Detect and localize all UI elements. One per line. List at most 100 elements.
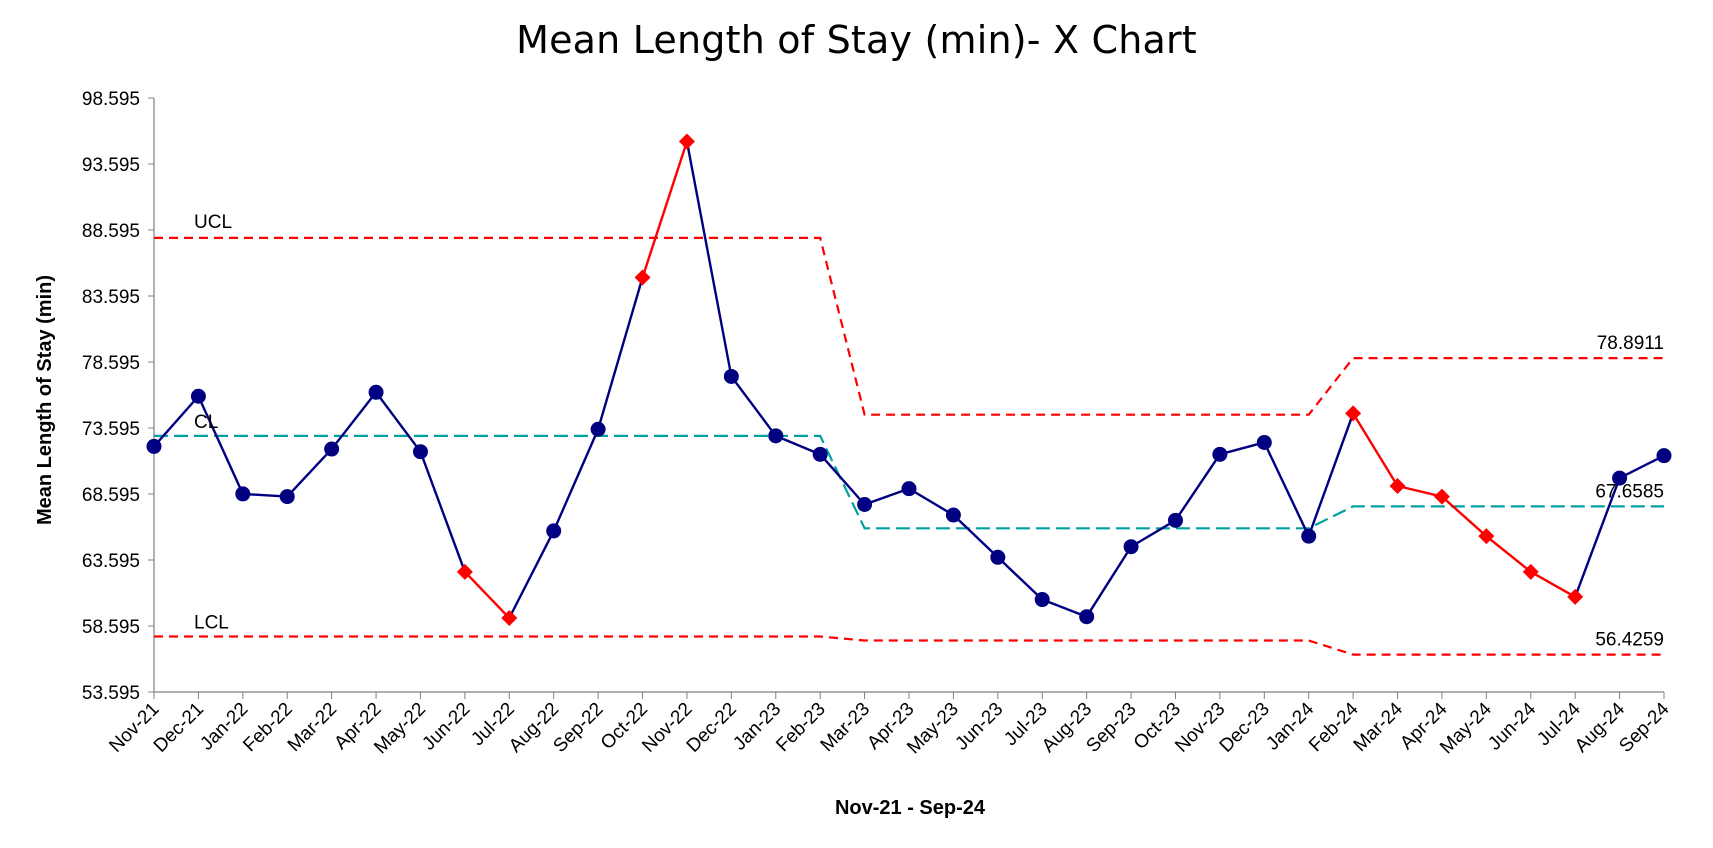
data-point bbox=[190, 388, 206, 404]
signal-point bbox=[501, 610, 518, 627]
data-point bbox=[1079, 609, 1095, 625]
series-segment bbox=[908, 487, 955, 517]
x-tick-label: Sep-22 bbox=[549, 699, 607, 757]
lcl-label: LCL bbox=[194, 612, 229, 633]
series-segment bbox=[864, 487, 910, 506]
x-tick-label: Jun-23 bbox=[951, 699, 1007, 755]
signal-point bbox=[1389, 478, 1406, 495]
signal-point bbox=[456, 563, 473, 580]
ucl-label: UCL bbox=[194, 212, 232, 233]
line-labels: UCL CL LCL 78.8911 67.6585 56.4259 bbox=[194, 212, 1664, 651]
series-segment bbox=[1085, 546, 1133, 618]
series-segment bbox=[1130, 519, 1177, 548]
signal-point bbox=[1433, 488, 1450, 505]
series-segment bbox=[641, 141, 689, 278]
series-segment bbox=[1619, 454, 1665, 480]
signal-point bbox=[634, 269, 651, 286]
measurement-series bbox=[146, 133, 1672, 627]
series-segment bbox=[1441, 495, 1488, 538]
x-tick-label: Jun-22 bbox=[418, 699, 474, 755]
lcl-value-label: 56.4259 bbox=[1595, 630, 1664, 651]
data-point bbox=[1656, 448, 1672, 464]
data-point bbox=[1612, 470, 1628, 486]
x-tick-label: Feb-23 bbox=[772, 699, 829, 756]
series-segment bbox=[819, 453, 866, 506]
series-segment bbox=[1352, 412, 1399, 487]
x-tick-label: Sep-24 bbox=[1615, 698, 1673, 756]
data-point bbox=[1167, 512, 1183, 528]
series-segment bbox=[508, 530, 555, 619]
series-segment bbox=[775, 434, 821, 456]
chart-title: Mean Length of Stay (min)- X Chart bbox=[516, 18, 1197, 62]
series-segment bbox=[996, 556, 1044, 601]
data-point bbox=[990, 549, 1006, 565]
x-tick-label: Sep-23 bbox=[1082, 699, 1140, 757]
series-segment bbox=[197, 395, 244, 495]
signal-point bbox=[1345, 405, 1362, 422]
ucl-line bbox=[154, 236, 1664, 416]
lcl-line bbox=[154, 635, 1664, 656]
y-tick-label: 88.595 bbox=[82, 221, 140, 242]
data-point bbox=[235, 486, 251, 502]
data-point bbox=[857, 496, 873, 512]
axes bbox=[148, 97, 1665, 699]
y-tick-label: 98.595 bbox=[82, 89, 140, 110]
y-axis-title: Mean Length of Stay (min) bbox=[34, 275, 56, 525]
data-point bbox=[901, 481, 917, 497]
tick-labels: 53.595 58.595 63.595 68.595 73.595 78.595 83.5… bbox=[82, 89, 1674, 758]
series-segment bbox=[1530, 570, 1576, 598]
series-segment bbox=[286, 448, 333, 498]
series-segment bbox=[685, 141, 733, 377]
x-tick-label: Jun-24 bbox=[1484, 698, 1540, 754]
data-point bbox=[368, 384, 384, 400]
cl-label: CL bbox=[194, 412, 218, 433]
series-segment bbox=[1397, 484, 1443, 498]
series-segment bbox=[419, 451, 467, 573]
signal-point bbox=[1522, 563, 1539, 580]
y-tick-label: 83.595 bbox=[82, 287, 140, 308]
x-tick-label: Mar-24 bbox=[1350, 698, 1408, 756]
series-segment bbox=[1174, 453, 1221, 522]
series-segment bbox=[596, 277, 644, 430]
series-segment bbox=[730, 375, 777, 437]
data-point bbox=[546, 523, 562, 539]
series-segment bbox=[1307, 413, 1355, 537]
y-tick-label: 58.595 bbox=[82, 617, 140, 638]
series-segment bbox=[1574, 477, 1621, 598]
data-point bbox=[1212, 446, 1228, 462]
data-point bbox=[412, 444, 428, 460]
x-tick-label: Feb-22 bbox=[239, 699, 296, 756]
data-point bbox=[812, 446, 828, 462]
signal-point bbox=[1478, 528, 1495, 545]
data-point bbox=[1256, 434, 1272, 450]
ucl-value-label: 78.8911 bbox=[1597, 333, 1664, 354]
y-tick-label: 73.595 bbox=[82, 419, 140, 440]
data-point bbox=[590, 421, 606, 437]
series-segment bbox=[330, 391, 378, 450]
series-segment bbox=[952, 514, 999, 559]
series-segment bbox=[464, 570, 511, 619]
y-tick-label: 78.595 bbox=[82, 353, 140, 374]
x-tick-label: Mar-22 bbox=[284, 699, 341, 756]
series-segment bbox=[375, 391, 422, 453]
signal-point bbox=[678, 133, 695, 150]
data-point bbox=[945, 507, 961, 523]
series-segment bbox=[153, 395, 200, 448]
y-tick-label: 63.595 bbox=[82, 551, 140, 572]
y-tick-label: 68.595 bbox=[82, 485, 140, 506]
series-segment bbox=[1041, 598, 1088, 618]
data-point bbox=[723, 368, 739, 384]
data-point bbox=[279, 489, 295, 505]
series-segment bbox=[552, 428, 600, 532]
data-point bbox=[768, 428, 784, 444]
x-tick-label: Feb-24 bbox=[1305, 698, 1363, 756]
data-point bbox=[1034, 592, 1050, 608]
x-axis-title: Nov-21 - Sep-24 bbox=[835, 797, 986, 819]
data-point bbox=[1123, 539, 1139, 555]
x-tick-label: Dec-23 bbox=[1216, 699, 1274, 757]
x-tick-label: Dec-21 bbox=[150, 699, 208, 757]
control-limit-lines bbox=[154, 236, 1664, 656]
data-point bbox=[324, 441, 340, 457]
signal-point bbox=[1567, 588, 1584, 605]
